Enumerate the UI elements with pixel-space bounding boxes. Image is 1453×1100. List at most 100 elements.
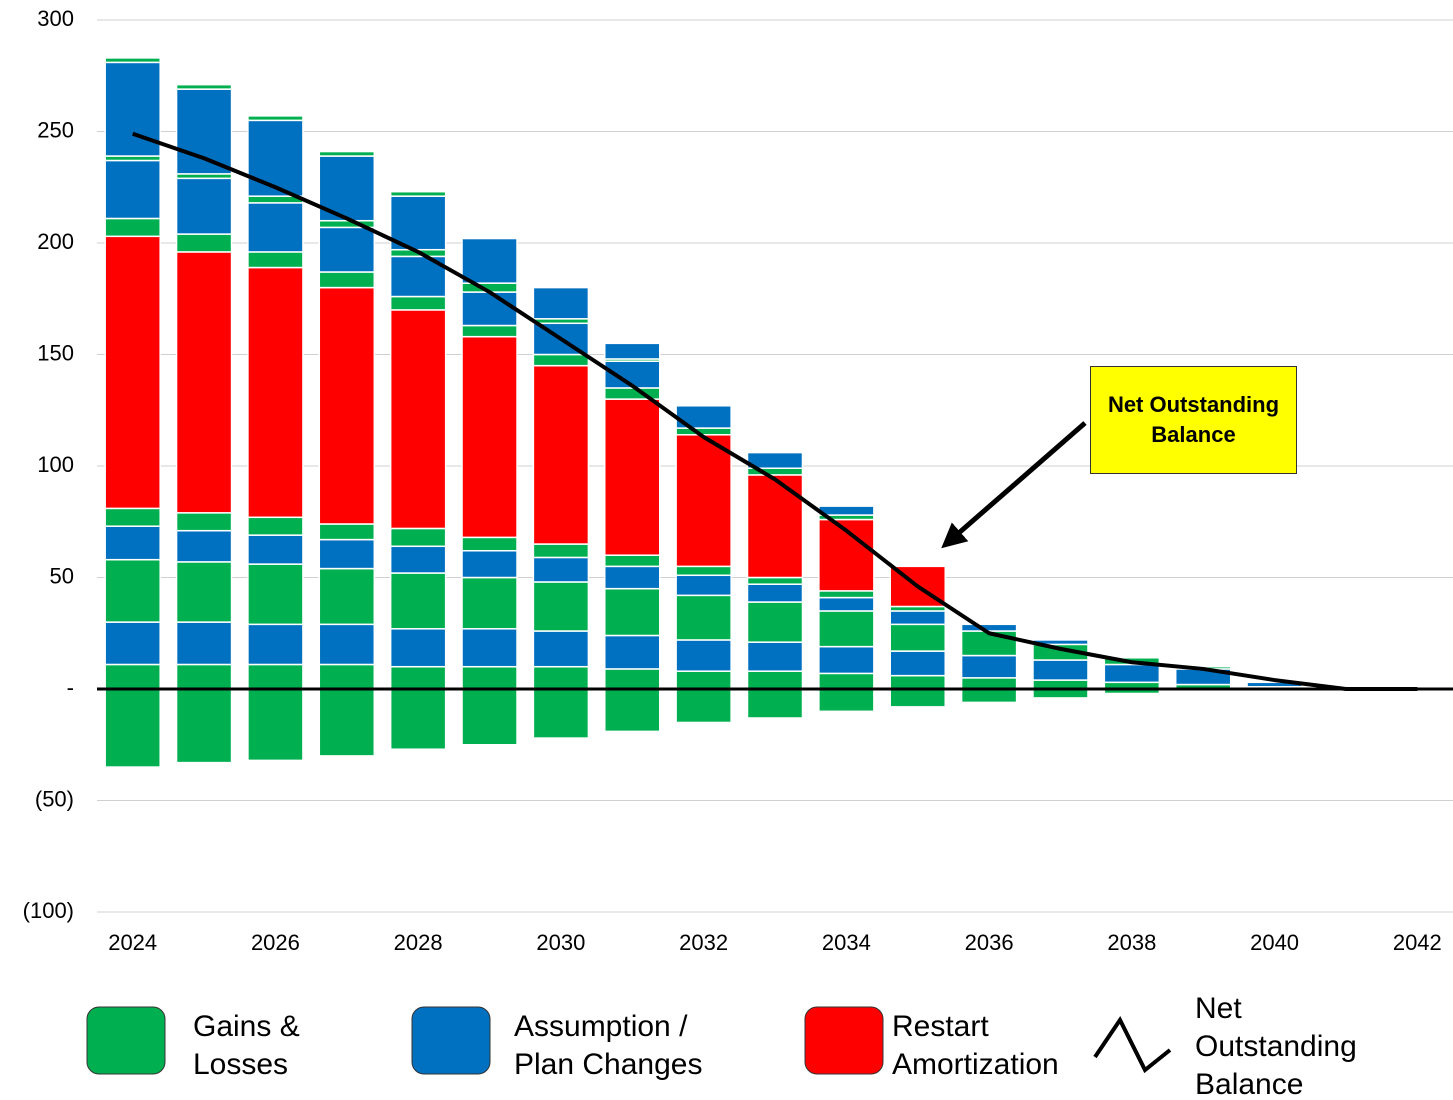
bar-segment	[461, 665, 518, 690]
bar-segment	[247, 516, 304, 536]
bar-segment	[104, 57, 161, 64]
bar-segment	[604, 398, 661, 556]
bar-segment	[461, 576, 518, 630]
bar-segment	[461, 536, 518, 552]
bar-segment	[247, 202, 304, 253]
x-tick-label: 2024	[108, 930, 157, 955]
bar-segment	[104, 663, 161, 690]
bar-segment	[889, 623, 946, 652]
bar-segment	[675, 565, 732, 577]
bar-segment	[604, 688, 661, 733]
y-tick-label: 150	[37, 340, 74, 365]
bar-segment	[532, 353, 590, 367]
y-tick-label: 200	[37, 229, 74, 254]
bar-segment	[389, 190, 447, 197]
bar-segment	[960, 688, 1018, 704]
x-tick-label: 2030	[536, 930, 585, 955]
bar-segment	[675, 574, 732, 597]
bar-segment	[318, 150, 376, 157]
bar-segment	[960, 677, 1018, 690]
x-tick-label: 2040	[1250, 930, 1299, 955]
bar-segment	[746, 576, 804, 585]
bar-segment	[104, 688, 161, 768]
bar-segment	[389, 295, 447, 311]
bar-segment	[532, 630, 590, 668]
bar-segment	[675, 639, 732, 672]
bar-segment	[175, 621, 233, 666]
bar-segment	[104, 558, 161, 623]
bar-segment	[175, 251, 233, 514]
bar-segment	[746, 670, 804, 690]
bar-segment	[175, 233, 233, 253]
bar-segment	[746, 474, 804, 579]
x-tick-label: 2032	[679, 930, 728, 955]
bar-segment	[318, 623, 376, 666]
bar-segment	[532, 543, 590, 559]
bar-segment	[604, 634, 661, 670]
bar-segment	[104, 235, 161, 510]
bar-segment	[318, 155, 376, 222]
bar-segment	[175, 688, 233, 764]
bar-segment	[247, 119, 304, 197]
bar-segment	[247, 623, 304, 666]
bar-segment	[247, 266, 304, 519]
bar-segment	[818, 610, 875, 648]
x-tick-label: 2036	[965, 930, 1014, 955]
bar-segment	[675, 434, 732, 568]
bar-segment	[104, 525, 161, 561]
bar-segment	[461, 237, 518, 284]
bar-segment	[532, 364, 590, 545]
bar-segment	[818, 590, 875, 599]
bar-segment	[247, 563, 304, 626]
bar-segment	[247, 115, 304, 122]
bar-segment	[389, 527, 447, 548]
bar-segment	[461, 628, 518, 668]
bar-segment	[960, 623, 1018, 632]
bar-segment	[604, 587, 661, 637]
legend-icon	[86, 1006, 166, 1075]
y-tick-label: (50)	[35, 786, 74, 811]
bar-segment	[175, 83, 233, 90]
legend-label: Gains & Losses	[193, 1010, 300, 1081]
bar-segment	[604, 554, 661, 568]
bar-segment	[389, 628, 447, 668]
bar-segment	[318, 271, 376, 289]
bar-segment	[247, 663, 304, 690]
bar-segment	[960, 654, 1018, 679]
bar-segment	[746, 583, 804, 603]
legend-icon	[411, 1006, 491, 1075]
bar-segment	[818, 645, 875, 675]
bar-segment	[461, 688, 518, 746]
bar-segment	[318, 226, 376, 273]
bar-segment	[818, 688, 875, 713]
bar-segment	[461, 324, 518, 338]
bar-segment	[532, 581, 590, 632]
bar-segment	[389, 688, 447, 750]
bar-segment	[461, 549, 518, 579]
y-tick-label: 250	[37, 117, 74, 142]
bar-segment	[175, 512, 233, 532]
bar-segment	[604, 565, 661, 590]
bar-segment	[532, 556, 590, 583]
bar-segment	[318, 663, 376, 690]
bar-segment	[746, 451, 804, 469]
legend-label: Assumption / Plan Changes	[514, 1010, 703, 1081]
bar-segment	[389, 309, 447, 530]
bar-segment	[746, 601, 804, 643]
bar-segment	[461, 291, 518, 327]
bar-segment	[175, 529, 233, 563]
bar-segment	[318, 286, 376, 525]
annotation-arrow	[941, 421, 1087, 549]
bar-segment	[818, 596, 875, 612]
bar-segment	[675, 594, 732, 641]
bar-segment	[889, 610, 946, 626]
bar-segment	[318, 538, 376, 570]
x-tick-label: 2026	[251, 930, 300, 955]
y-tick-label: -	[67, 675, 74, 700]
bar-segment	[604, 342, 661, 360]
y-tick-label: 300	[37, 6, 74, 31]
bar-segment	[604, 668, 661, 690]
bar-segment	[818, 505, 875, 516]
